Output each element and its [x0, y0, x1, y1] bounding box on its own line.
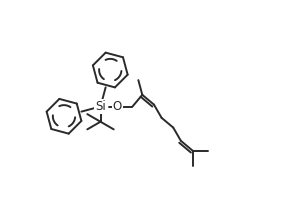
Text: Si: Si — [95, 100, 106, 113]
Text: O: O — [113, 100, 122, 113]
